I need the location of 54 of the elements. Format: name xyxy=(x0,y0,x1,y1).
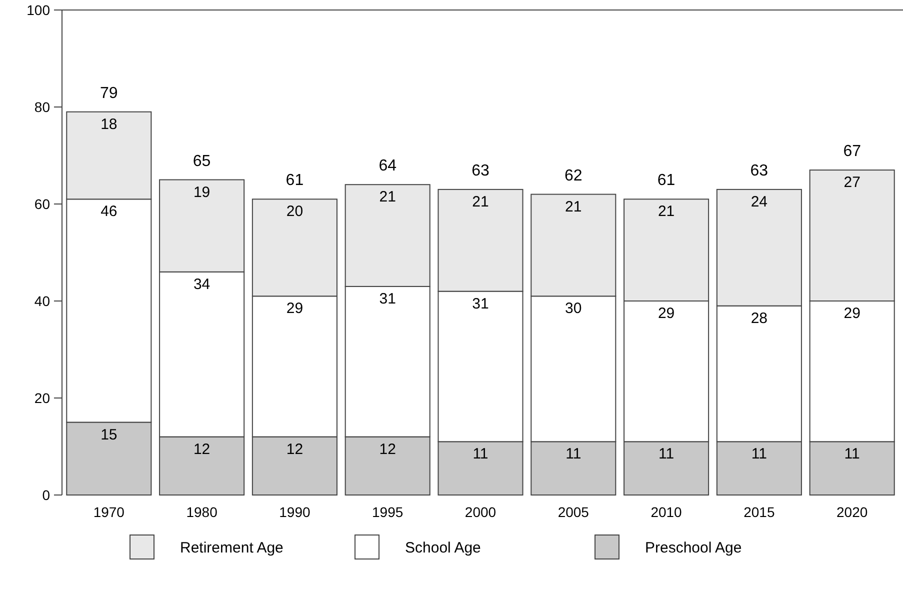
data-label: 11 xyxy=(472,446,488,463)
data-label: 29 xyxy=(286,300,304,318)
total-label: 61 xyxy=(286,172,304,190)
legend-label: Preschool Age xyxy=(645,539,742,556)
y-tick-label: 100 xyxy=(26,2,50,18)
data-label: 46 xyxy=(100,203,118,220)
total-label: 61 xyxy=(657,172,676,190)
x-tick-label: 1990 xyxy=(279,504,310,520)
data-label: 29 xyxy=(658,305,675,322)
total-label: 64 xyxy=(378,158,397,175)
total-label: 79 xyxy=(100,84,118,102)
data-label: 31 xyxy=(379,290,396,308)
data-label: 12 xyxy=(286,440,304,458)
total-label: 65 xyxy=(192,152,211,170)
x-tick-label: 1980 xyxy=(186,504,218,520)
data-label: 11 xyxy=(844,446,860,463)
data-label: 19 xyxy=(193,184,210,201)
total-label: 63 xyxy=(750,162,768,180)
data-label: 24 xyxy=(750,193,768,210)
data-label: 11 xyxy=(751,446,767,463)
total-label: 62 xyxy=(564,167,582,184)
data-label: 28 xyxy=(750,310,768,327)
data-label: 20 xyxy=(286,203,304,220)
data-label: 21 xyxy=(472,193,489,210)
x-tick-label: 2020 xyxy=(836,504,868,520)
x-tick-label: 2005 xyxy=(558,504,590,520)
legend-label: School Age xyxy=(405,539,481,556)
x-tick-label: 1970 xyxy=(93,504,125,520)
total-label: 67 xyxy=(843,143,862,160)
data-label: 21 xyxy=(379,188,396,206)
data-label: 27 xyxy=(844,174,860,192)
data-label: 11 xyxy=(566,446,582,463)
x-tick-label: 2000 xyxy=(464,504,496,520)
data-label: 15 xyxy=(100,426,118,444)
data-label: 11 xyxy=(658,446,674,463)
y-tick-label: 80 xyxy=(34,98,50,115)
x-tick-label: 2010 xyxy=(650,504,682,520)
x-tick-label: 2015 xyxy=(744,504,775,520)
y-tick-label: 40 xyxy=(34,292,50,309)
data-label: 34 xyxy=(193,276,210,293)
data-label: 12 xyxy=(193,440,210,458)
data-label: 12 xyxy=(379,440,396,458)
data-label: 31 xyxy=(472,295,489,312)
y-tick-label: 20 xyxy=(34,390,50,406)
data-label: 30 xyxy=(565,300,582,318)
legend-label: Retirement Age xyxy=(180,539,284,556)
data-label: 29 xyxy=(844,305,860,322)
data-label: 18 xyxy=(100,116,118,133)
total-label: 63 xyxy=(472,162,490,180)
x-tick-label: 1995 xyxy=(372,504,404,520)
y-tick-label: 0 xyxy=(42,486,50,503)
y-tick-label: 60 xyxy=(34,196,50,212)
data-label: 21 xyxy=(565,198,582,216)
data-label: 21 xyxy=(658,203,675,220)
